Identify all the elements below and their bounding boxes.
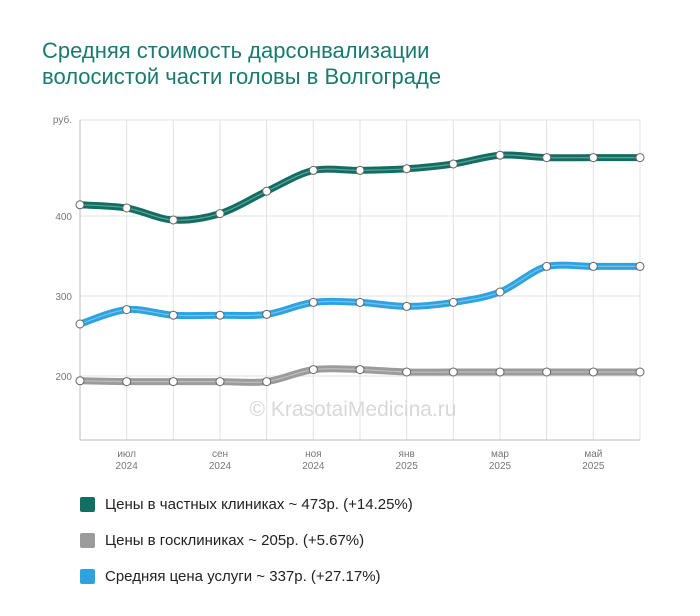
- x-tick-label-year: 2024: [302, 461, 325, 472]
- data-point: [495, 287, 505, 297]
- y-tick-label: 200: [55, 372, 72, 383]
- y-tick-label: 400: [55, 212, 72, 223]
- y-tick-label: 300: [55, 292, 72, 303]
- data-point: [122, 305, 132, 315]
- x-tick-label-month: июл: [117, 449, 136, 460]
- data-point: [215, 377, 225, 387]
- data-point: [122, 377, 132, 387]
- legend-swatch-public: [80, 532, 95, 548]
- data-point: [75, 200, 85, 210]
- legend-swatch-average: [80, 568, 95, 584]
- data-point: [168, 377, 178, 387]
- legend-item-public[interactable]: Цены в госклиниках ~ 205р. (+5.67%): [80, 522, 413, 558]
- data-point: [542, 367, 552, 377]
- data-point: [402, 367, 412, 377]
- x-tick-label-month: янв: [399, 449, 415, 460]
- data-point: [262, 309, 272, 319]
- data-point: [588, 261, 598, 271]
- data-point: [588, 153, 598, 163]
- data-point: [588, 367, 598, 377]
- data-point: [262, 186, 272, 196]
- data-point: [308, 365, 318, 375]
- y-axis-unit-label: руб.: [53, 114, 72, 126]
- data-point: [402, 164, 412, 174]
- data-point: [355, 297, 365, 307]
- legend-item-private[interactable]: Цены в частных клиниках ~ 473р. (+14.25%…: [80, 486, 413, 522]
- series-1: [75, 365, 645, 387]
- data-point: [168, 215, 178, 225]
- data-point: [168, 310, 178, 320]
- legend-swatch-private: [80, 496, 95, 512]
- legend-label-public: Цены в госклиниках ~ 205р. (+5.67%): [105, 531, 365, 549]
- data-point: [355, 165, 365, 175]
- data-point: [448, 159, 458, 169]
- data-point: [542, 261, 552, 271]
- x-tick-label-month: мар: [491, 449, 509, 460]
- watermark: © KrasotaiMedicina.ru: [250, 398, 457, 421]
- x-tick-label-month: май: [584, 449, 602, 460]
- x-tick-label-month: сен: [212, 449, 228, 460]
- x-tick-label-year: 2025: [582, 461, 605, 472]
- axis-labels: руб.200300400июл2024сен2024ноя2024янв202…: [53, 114, 605, 472]
- chart-title: Средняя стоимость дарсонвализации волоси…: [42, 38, 441, 90]
- data-point: [75, 376, 85, 386]
- x-tick-label-year: 2025: [396, 461, 419, 472]
- data-point: [495, 367, 505, 377]
- data-point: [215, 310, 225, 320]
- data-point: [402, 301, 412, 311]
- legend-label-private: Цены в частных клиниках ~ 473р. (+14.25%…: [105, 495, 413, 513]
- chart-title-line-2: волосистой части головы в Волгограде: [42, 64, 442, 89]
- x-tick-label-year: 2025: [489, 461, 512, 472]
- data-point: [75, 319, 85, 329]
- legend: Цены в частных клиниках ~ 473р. (+14.25%…: [80, 486, 413, 594]
- data-point: [262, 377, 272, 387]
- data-point: [635, 261, 645, 271]
- data-point: [355, 365, 365, 375]
- data-point: [495, 150, 505, 160]
- data-point: [122, 203, 132, 213]
- legend-item-average[interactable]: Средняя цена услуги ~ 337р. (+27.17%): [80, 558, 413, 594]
- data-point: [308, 165, 318, 175]
- series-2: [75, 261, 645, 329]
- data-point: [635, 367, 645, 377]
- x-tick-label-year: 2024: [209, 461, 232, 472]
- data-point: [308, 297, 318, 307]
- data-point: [448, 297, 458, 307]
- series-0: [75, 150, 645, 225]
- x-tick-label-year: 2024: [116, 461, 139, 472]
- series-layer: [75, 150, 645, 387]
- data-point: [635, 153, 645, 163]
- data-point: [215, 209, 225, 219]
- legend-label-average: Средняя цена услуги ~ 337р. (+27.17%): [105, 567, 381, 585]
- data-point: [542, 153, 552, 163]
- line-chart: © KrasotaiMedicina.ru руб.200300400июл20…: [53, 114, 645, 472]
- x-tick-label-month: ноя: [305, 449, 322, 460]
- data-point: [448, 367, 458, 377]
- chart-title-line-1: Средняя стоимость дарсонвализации: [42, 38, 430, 63]
